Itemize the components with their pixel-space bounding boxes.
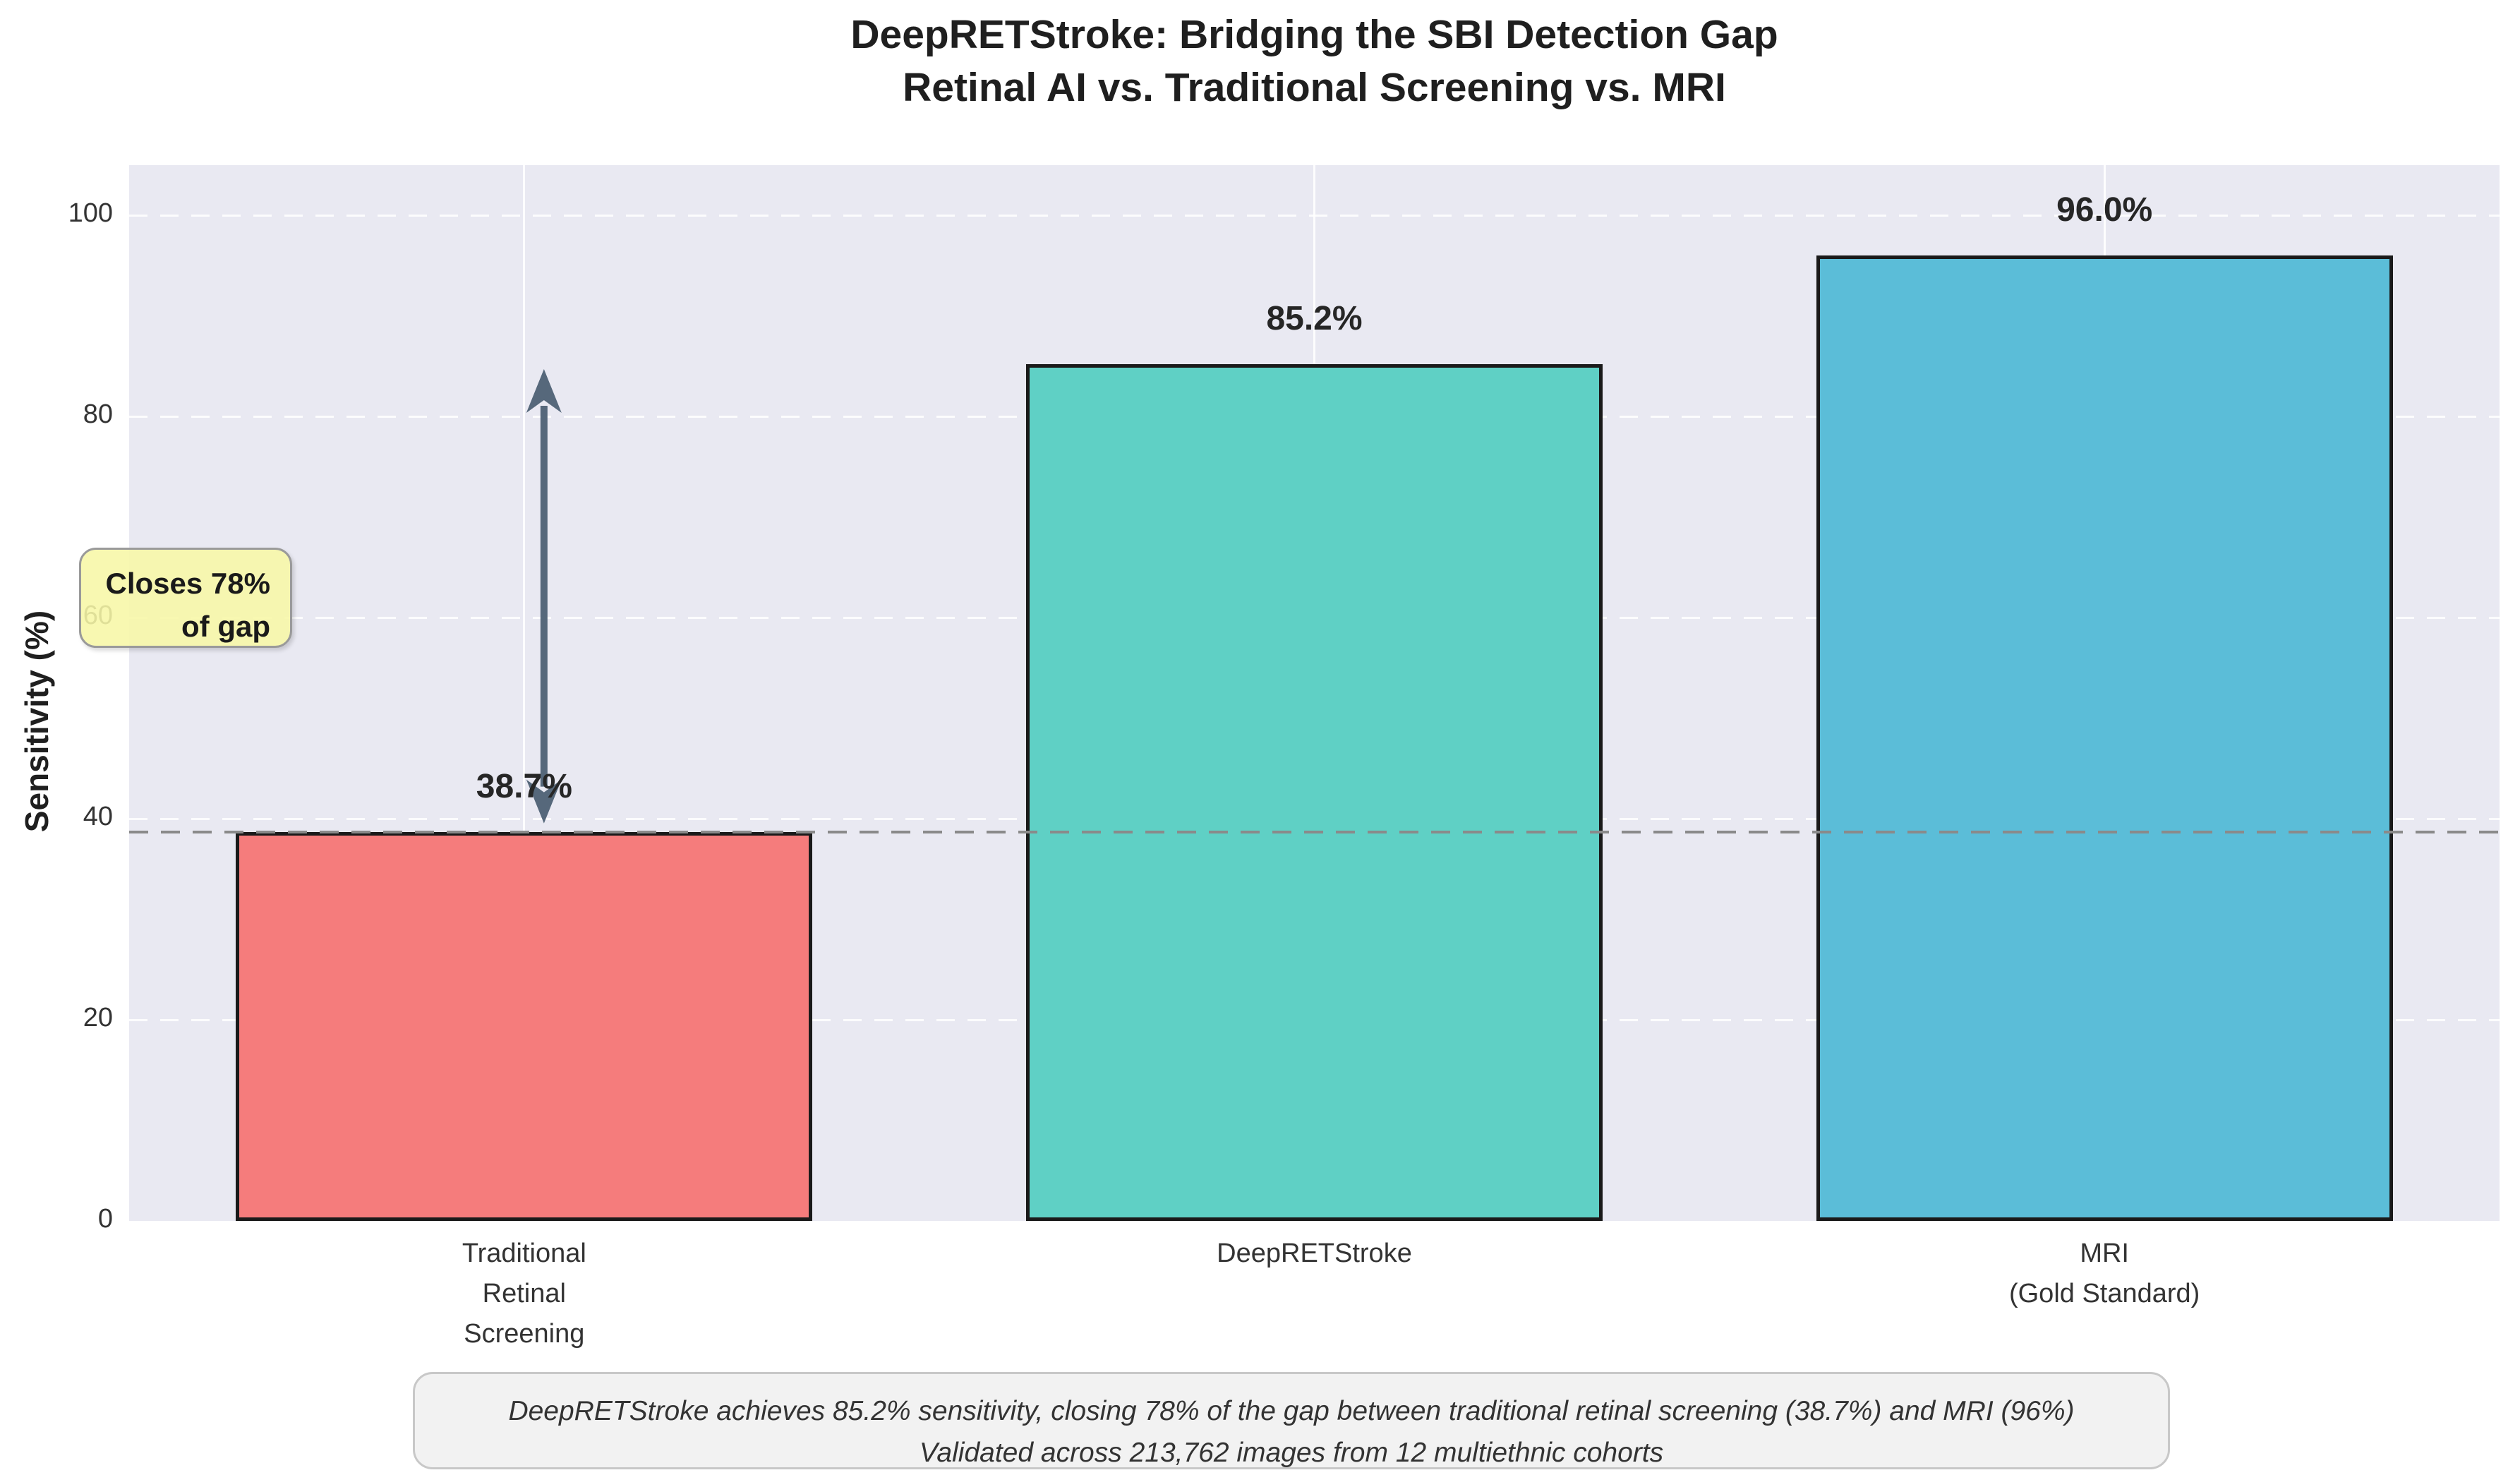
gap-annotation-line2: of gap (181, 609, 270, 643)
y-tick-label: 0 (97, 1204, 113, 1234)
y-tick-label: 100 (68, 198, 113, 229)
gap-annotation-line1: Closes 78% (105, 567, 270, 600)
caption-line2: Validated across 213,762 images from 12 … (919, 1437, 1664, 1468)
plot-area (129, 165, 2500, 1221)
caption-box: DeepRETStroke achieves 85.2% sensitivity… (413, 1372, 2170, 1469)
caption-line1: DeepRETStroke achieves 85.2% sensitivity… (508, 1396, 2075, 1426)
bar (1026, 364, 1603, 1221)
y-tick-label: 40 (83, 802, 113, 832)
h-gridline (129, 214, 2500, 217)
bar-value-label: 96.0% (2056, 191, 2153, 229)
x-tick-line: Traditional (462, 1239, 586, 1268)
reference-line (129, 830, 2500, 833)
x-tick-label: DeepRETStroke (1068, 1234, 1562, 1274)
chart-title: DeepRETStroke: Bridging the SBI Detectio… (129, 8, 2500, 114)
x-tick-line: Retinal (482, 1279, 566, 1308)
bar (236, 831, 813, 1221)
x-tick-label: Traditional Retinal Screening (277, 1234, 771, 1354)
y-tick-label: 80 (83, 399, 113, 430)
bar (1816, 255, 2393, 1221)
chart-title-line1: DeepRETStroke: Bridging the SBI Detectio… (850, 12, 1778, 57)
x-tick-line: MRI (2080, 1239, 2129, 1268)
chart-title-line2: Retinal AI vs. Traditional Screening vs.… (903, 65, 1726, 111)
y-tick-label: 20 (83, 1003, 113, 1033)
gap-annotation: Closes 78% of gap (79, 548, 292, 648)
bar-value-label: 85.2% (1266, 300, 1363, 338)
v-gridline (523, 165, 526, 1221)
x-tick-line: Screening (464, 1319, 585, 1349)
x-tick-line: (Gold Standard) (2008, 1279, 2200, 1308)
bar-value-label: 38.7% (476, 767, 572, 805)
y-axis-label: Sensitivity (%) (18, 610, 55, 833)
x-tick-label: MRI (Gold Standard) (1857, 1234, 2351, 1314)
x-tick-line: DeepRETStroke (1217, 1239, 1412, 1268)
